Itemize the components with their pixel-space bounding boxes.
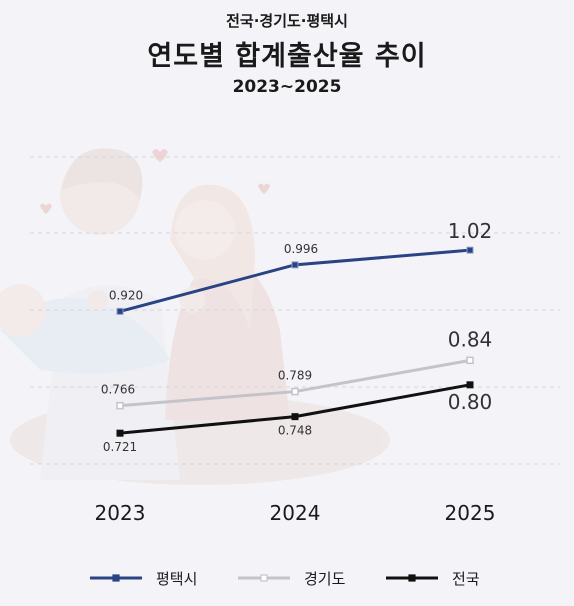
legend: 평택시 경기도 전국 (90, 570, 480, 588)
legend-label: 경기도 (304, 570, 346, 588)
data-labels: 0.920 0.996 1.02 0.766 0.789 0.84 0.721 0.748 0.… (101, 219, 492, 454)
chart-subtitle: 전국·경기도·평택시 (226, 12, 348, 30)
legend-label: 평택시 (156, 570, 197, 588)
series-lines (116, 246, 474, 437)
data-label: 0.80 (448, 390, 493, 414)
series-point (291, 413, 299, 421)
series-point (116, 307, 124, 315)
series-line-0 (119, 248, 471, 313)
series-point (291, 387, 299, 396)
x-tick-label: 2023 (95, 501, 146, 525)
series-point (116, 429, 124, 437)
series-point (291, 261, 299, 269)
data-label: 0.920 (109, 288, 143, 302)
legend-marker (408, 574, 416, 582)
data-label: 0.789 (278, 369, 312, 383)
x-axis: 2023 2024 2025 (95, 501, 496, 525)
legend-marker (112, 574, 120, 582)
data-label: 0.721 (103, 440, 137, 454)
series-point (466, 356, 474, 365)
background-illustration (0, 148, 390, 485)
series-point (466, 246, 474, 254)
data-label: 0.996 (284, 242, 318, 256)
x-tick-label: 2024 (270, 501, 321, 525)
x-tick-label: 2025 (445, 501, 496, 525)
series-point (466, 381, 474, 389)
data-label: 0.766 (101, 383, 135, 397)
data-label: 1.02 (448, 219, 493, 243)
data-label: 0.748 (278, 424, 312, 438)
legend-marker (260, 574, 268, 582)
series-point (116, 401, 124, 410)
legend-label: 전국 (452, 570, 480, 588)
data-label: 0.84 (448, 327, 493, 351)
gridlines (30, 156, 560, 465)
chart-period: 2023~2025 (232, 77, 342, 97)
chart-title: 연도별 합계출산율 추이 (147, 41, 427, 72)
